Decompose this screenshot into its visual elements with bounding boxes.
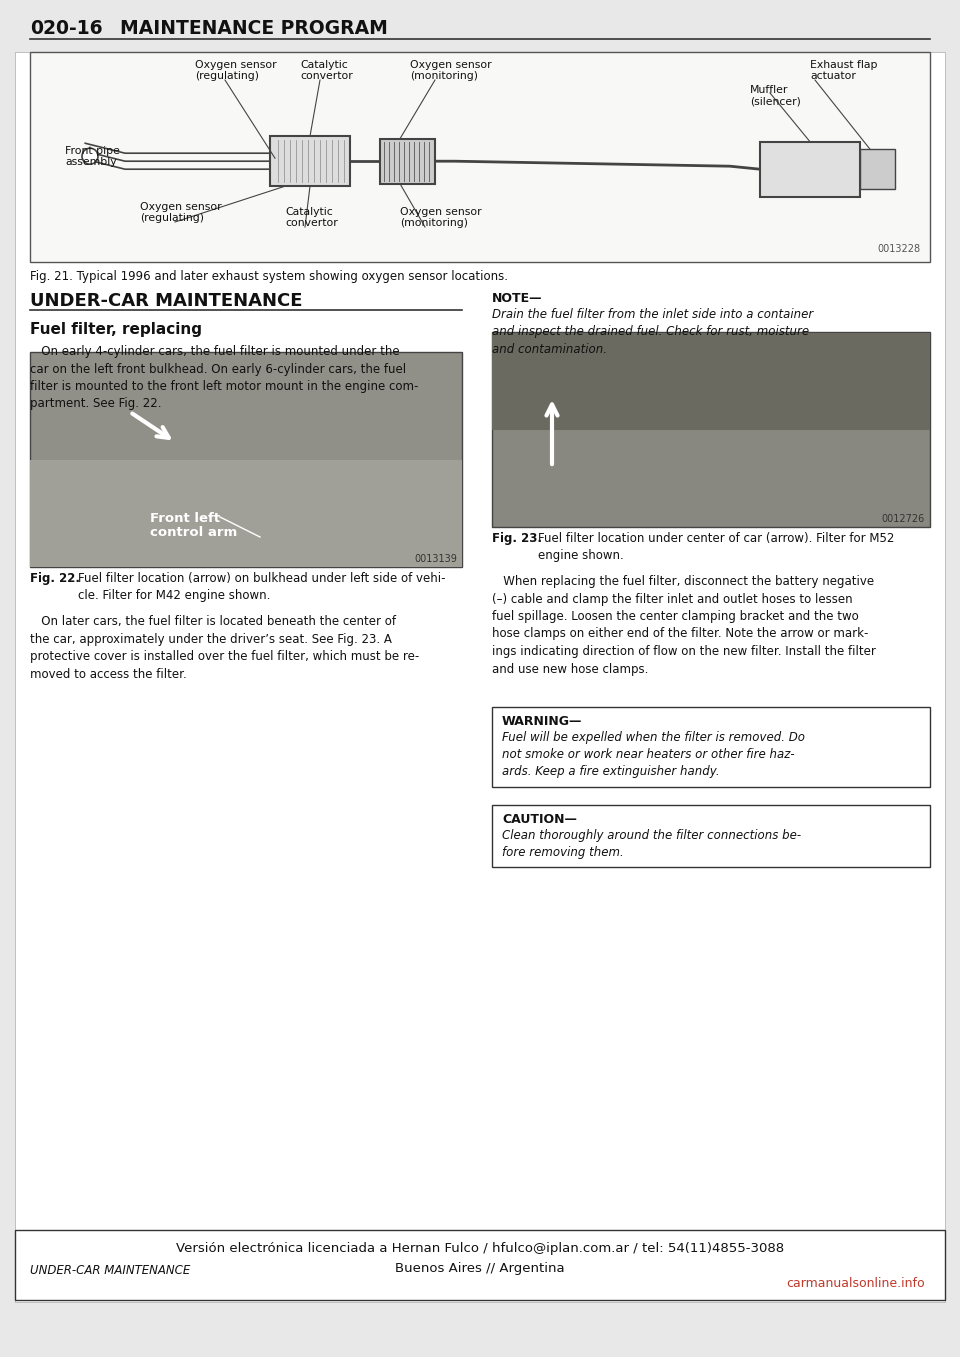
Bar <box>492 332 930 527</box>
Text: On later cars, the fuel filter is located beneath the center of
the car, approxi: On later cars, the fuel filter is locate… <box>30 615 420 680</box>
Text: convertor: convertor <box>300 71 352 81</box>
Bar <box>760 141 860 197</box>
Text: Fuel filter location (arrow) on bulkhead under left side of vehi-
cle. Filter fo: Fuel filter location (arrow) on bulkhead… <box>78 573 445 603</box>
Text: NOTE—: NOTE— <box>492 292 542 305</box>
Bar <box>270 136 350 186</box>
Bar <box>492 805 930 867</box>
Bar <box>30 460 462 567</box>
Text: (monitoring): (monitoring) <box>400 218 468 228</box>
Text: Catalytic: Catalytic <box>285 208 333 217</box>
Text: (silencer): (silencer) <box>750 96 801 106</box>
Bar <box>30 52 930 262</box>
Text: (regulating): (regulating) <box>195 71 259 81</box>
Text: 0013228: 0013228 <box>876 244 920 254</box>
Text: 020-16: 020-16 <box>30 19 103 38</box>
Text: Front pipe: Front pipe <box>65 147 120 156</box>
Text: Fuel will be expelled when the filter is removed. Do
not smoke or work near heat: Fuel will be expelled when the filter is… <box>502 731 805 778</box>
Text: control arm: control arm <box>150 527 237 539</box>
Text: WARNING—: WARNING— <box>502 715 583 727</box>
Text: CAUTION—: CAUTION— <box>502 813 577 826</box>
Text: actuator: actuator <box>810 71 856 81</box>
Text: When replacing the fuel filter, disconnect the battery negative
(–) cable and cl: When replacing the fuel filter, disconne… <box>492 575 876 676</box>
Text: Fuel filter location under center of car (arrow). Filter for M52
engine shown.: Fuel filter location under center of car… <box>538 532 895 562</box>
Text: 0013139: 0013139 <box>414 554 457 565</box>
Text: Fig. 22.: Fig. 22. <box>30 573 80 585</box>
Bar <box>492 707 930 787</box>
Text: Oxygen sensor: Oxygen sensor <box>140 202 222 212</box>
Text: Buenos Aires // Argentina: Buenos Aires // Argentina <box>396 1262 564 1276</box>
Bar <box>380 138 435 183</box>
Bar <box>15 1229 945 1300</box>
Text: Exhaust flap: Exhaust flap <box>810 60 877 71</box>
Bar <box>30 351 462 567</box>
Text: Drain the fuel filter from the inlet side into a container
and inspect the drain: Drain the fuel filter from the inlet sid… <box>492 308 813 356</box>
Bar <box>860 149 895 189</box>
Text: Oxygen sensor: Oxygen sensor <box>410 60 492 71</box>
Text: carmanualsonline.info: carmanualsonline.info <box>786 1277 925 1291</box>
Text: assembly: assembly <box>65 157 116 167</box>
Text: 0012726: 0012726 <box>881 514 925 524</box>
Text: (monitoring): (monitoring) <box>410 71 478 81</box>
Text: On early 4-cylinder cars, the fuel filter is mounted under the
car on the left f: On early 4-cylinder cars, the fuel filte… <box>30 345 419 411</box>
Text: Catalytic: Catalytic <box>300 60 348 71</box>
Text: Fig. 21. Typical 1996 and later exhaust system showing oxygen sensor locations.: Fig. 21. Typical 1996 and later exhaust … <box>30 270 508 284</box>
Text: Fuel filter, replacing: Fuel filter, replacing <box>30 322 202 337</box>
Text: (regulating): (regulating) <box>140 213 204 223</box>
Text: Oxygen sensor: Oxygen sensor <box>400 208 482 217</box>
Text: Front left: Front left <box>150 512 220 525</box>
Text: Clean thoroughly around the filter connections be-
fore removing them.: Clean thoroughly around the filter conne… <box>502 829 802 859</box>
Circle shape <box>82 148 98 164</box>
Text: convertor: convertor <box>285 218 338 228</box>
Text: UNDER-CAR MAINTENANCE: UNDER-CAR MAINTENANCE <box>30 292 302 309</box>
Text: UNDER-CAR MAINTENANCE: UNDER-CAR MAINTENANCE <box>30 1263 190 1277</box>
Text: Fig. 23.: Fig. 23. <box>492 532 542 546</box>
Text: Versión electrónica licenciada a Hernan Fulco / hfulco@iplan.com.ar / tel: 54(11: Versión electrónica licenciada a Hernan … <box>176 1242 784 1255</box>
Text: MAINTENANCE PROGRAM: MAINTENANCE PROGRAM <box>120 19 388 38</box>
Text: Muffler: Muffler <box>750 85 788 95</box>
Text: Oxygen sensor: Oxygen sensor <box>195 60 276 71</box>
Bar <box>492 332 930 430</box>
